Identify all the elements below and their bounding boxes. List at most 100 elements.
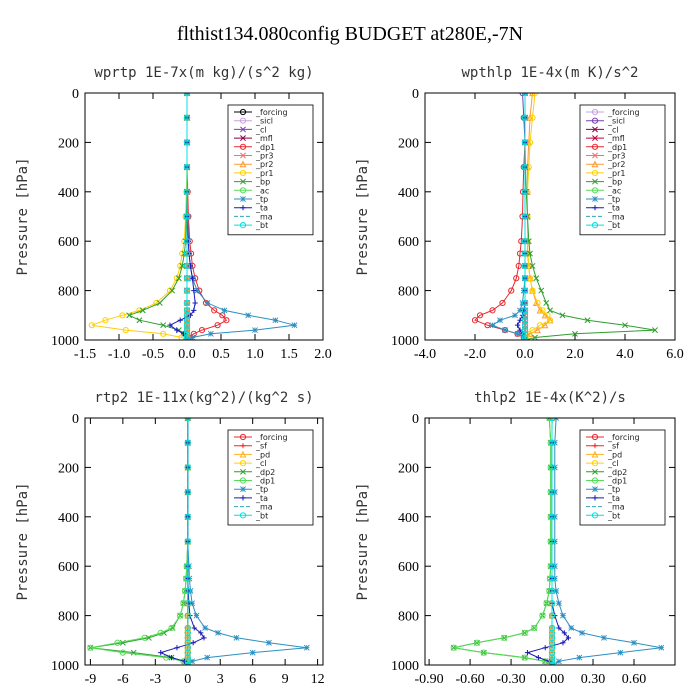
data-point-bt: [548, 489, 556, 496]
legend-entry: _ta: [607, 204, 620, 213]
legend-entry: _bt: [255, 221, 268, 230]
x-tick-label: 0.00: [540, 672, 565, 687]
legend-marker: [239, 450, 247, 458]
data-point-dp1: [508, 287, 515, 294]
x-tick-label: 12: [311, 672, 325, 687]
data-point-pr2: [541, 311, 549, 319]
series-group: [88, 93, 298, 340]
data-point-ta: [192, 300, 198, 306]
plot-frame: [84, 417, 324, 666]
data-point-dp1: [546, 418, 553, 422]
data-point-dp1: [180, 600, 187, 607]
data-point-bp: [652, 327, 658, 334]
data-point-bt: [184, 658, 191, 665]
x-tick-label: -3: [149, 672, 161, 687]
data-point-bt: [521, 139, 529, 146]
chart-panel-3: rtp2 1E-11x(kg^2)/(kg^2 s) Pressure [hPa]…: [15, 390, 325, 687]
data-point-bp: [126, 312, 133, 319]
data-point-bt: [183, 334, 191, 340]
data-point-bp: [175, 275, 182, 282]
data-point-tp: [601, 634, 607, 641]
data-point-tp: [204, 300, 211, 306]
data-point-ta: [187, 312, 193, 318]
data-point-ta: [191, 288, 197, 294]
legend-marker: [591, 108, 599, 116]
legend-entry: _mfl: [255, 134, 273, 143]
data-point-ta: [177, 317, 183, 323]
x-tick-label: -0.60: [455, 672, 484, 687]
data-point-pr2: [541, 321, 549, 329]
data-point-bt: [521, 330, 529, 337]
legend-marker: [591, 169, 599, 176]
legend-marker: [239, 169, 247, 176]
legend-entry: _sf: [607, 442, 619, 451]
data-point-bt: [521, 262, 529, 269]
data-point-bp: [543, 299, 550, 306]
data-point-ta: [189, 275, 196, 281]
data-point-tp: [555, 600, 562, 607]
legend-marker: [591, 187, 599, 194]
data-point-tp: [579, 629, 586, 636]
data-point-ta: [191, 625, 197, 631]
y-tick-label: 200: [58, 461, 79, 476]
data-point-tp: [272, 317, 279, 324]
data-point-bt: [183, 139, 191, 146]
legend: _forcing_sicl_cl_mfl_dp1_pr3_pr2_pr1_bp_…: [579, 104, 666, 236]
x-tick-label: -1.5: [74, 347, 96, 362]
data-point-pr1: [160, 330, 167, 337]
y-tick-label: 0: [72, 412, 79, 427]
data-point-bt: [184, 587, 191, 595]
data-point-dp1: [476, 312, 484, 319]
legend-entry: _sicl: [255, 117, 273, 126]
data-point-pr1: [539, 307, 546, 314]
legend-entry: _cl: [607, 125, 619, 134]
data-point-ta: [198, 630, 204, 636]
figure-title: flthist134.080config BUDGET at280E,-7N: [177, 23, 523, 45]
legend-marker: [239, 477, 247, 484]
x-tick-label: -6: [117, 672, 129, 687]
data-point-tp: [221, 307, 228, 314]
data-point-tp: [512, 312, 518, 319]
data-point-dp1: [471, 317, 479, 324]
legend-marker: [239, 160, 247, 168]
legend-entry: _pd: [255, 450, 270, 459]
y-tick-label: 400: [58, 186, 79, 201]
legend-entry: _bt: [607, 221, 620, 230]
legend-entry: _bp: [255, 178, 270, 187]
data-point-bt: [183, 188, 191, 195]
legend-marker: [239, 108, 247, 116]
data-point-bt: [183, 275, 191, 282]
legend-marker: [239, 117, 247, 124]
data-point-bp: [169, 287, 175, 294]
legend: _forcing_sf_pd_cl_dp2_dp1_tp_ta_ma_bt: [227, 429, 314, 526]
legend-entry: _pr3: [255, 152, 273, 161]
legend-marker: [592, 135, 598, 142]
data-point-bt: [548, 418, 556, 422]
legend-marker: [239, 222, 247, 229]
legend-entry: _forcing: [607, 433, 640, 442]
data-point-dp1: [141, 634, 148, 641]
data-point-ta: [181, 658, 188, 664]
legend-entry: _tp: [255, 195, 268, 204]
data-point-tp: [194, 287, 201, 294]
y-axis-label: Pressure [hPa]: [15, 157, 31, 275]
data-point-dp1: [480, 649, 487, 656]
data-point-pr1: [122, 327, 129, 334]
legend-entry: _ma: [255, 212, 273, 221]
panel-title: thlp2 1E-4x(K^2)/s: [474, 390, 626, 406]
data-point-bp: [156, 299, 163, 306]
data-point-tp: [555, 658, 562, 665]
legend-marker: [239, 187, 247, 194]
data-point-dp1: [168, 624, 175, 632]
x-tick-label: 0.0: [516, 347, 534, 362]
legend-entry: _ta: [607, 494, 620, 503]
data-point-bt: [548, 658, 556, 665]
y-tick-label: 200: [58, 136, 79, 151]
legend-entry: _ma: [255, 503, 273, 512]
series-line-dp1: [453, 418, 553, 665]
data-point-dp1: [513, 275, 520, 282]
data-point-tp: [631, 639, 637, 646]
legend-marker: [240, 443, 246, 449]
data-point-pr1: [119, 312, 126, 319]
